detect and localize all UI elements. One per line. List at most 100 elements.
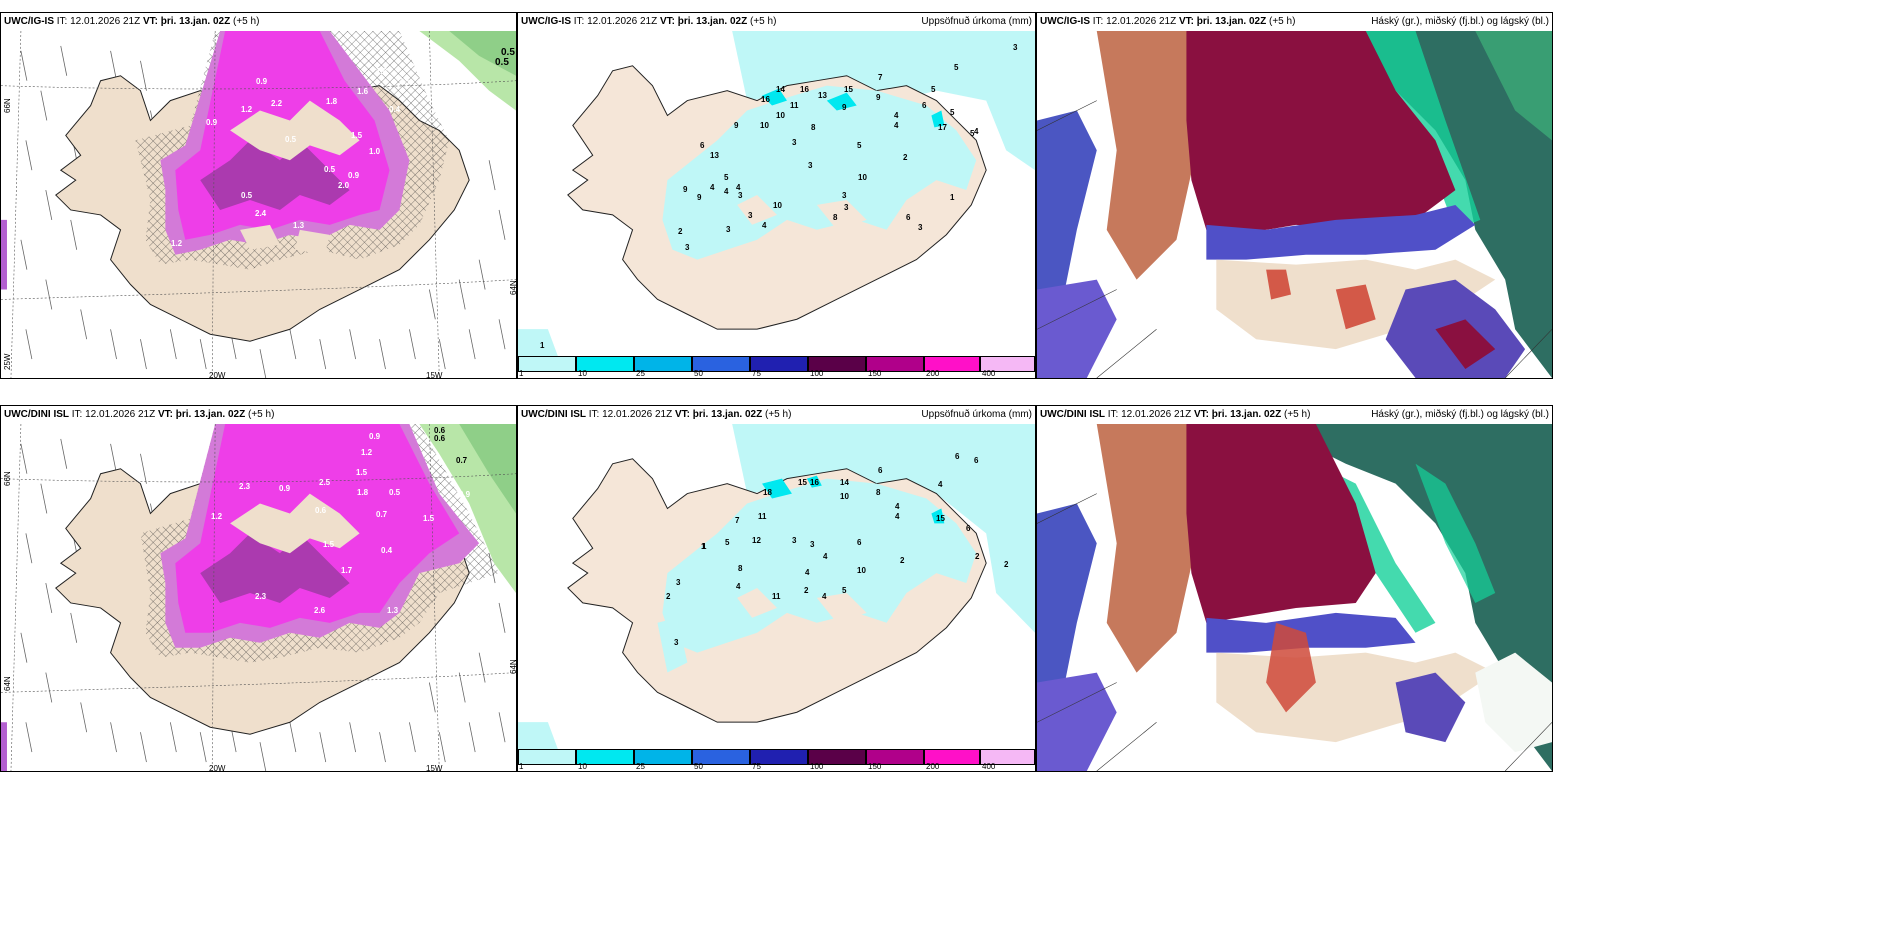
precip-value: 3 <box>792 536 797 545</box>
precip-value: 2 <box>666 592 671 601</box>
precip-value: 8 <box>738 564 743 573</box>
precip-value: 10 <box>760 121 769 130</box>
snow-value: 0.5 <box>389 488 401 497</box>
colorbar-tick: 10 <box>578 762 587 771</box>
precip-value: 3 <box>808 161 813 170</box>
snow-value: 1.2 <box>361 448 373 457</box>
precip-value: 10 <box>773 201 782 210</box>
precip-value: 4 <box>894 121 899 130</box>
precip-value: 4 <box>822 592 827 601</box>
precip-value: 11 <box>758 512 767 521</box>
precip-value: 6 <box>966 524 971 533</box>
precip-value: 7 <box>735 516 740 525</box>
snow-value: 0.9 <box>348 171 360 180</box>
colorbar-swatch <box>750 749 808 765</box>
colorbar-tick: 150 <box>868 762 882 771</box>
precip-value: 6 <box>974 456 979 465</box>
snow-value: 1.8 <box>376 67 388 76</box>
snow-value: 1.2 <box>171 239 183 248</box>
map-area <box>518 424 1035 749</box>
panel-clouds-top: UWC/IG-IS IT: 12.01.2026 21Z VT: þri. 13… <box>1036 12 1553 379</box>
colorbar: 1 10 25 50 75 100 150 200 400 <box>518 356 1035 378</box>
colorbar-swatch <box>576 749 634 765</box>
precip-value: 4 <box>974 127 979 136</box>
precip-value: 13 <box>710 151 719 160</box>
panel-precip-top: UWC/IG-IS IT: 12.01.2026 21Z VT: þri. 13… <box>517 12 1036 379</box>
init-time: IT: 12.01.2026 21Z <box>1092 16 1177 27</box>
precip-value: 3 <box>1013 43 1018 52</box>
precip-value: 9 <box>842 103 847 112</box>
precip-value: 1 <box>702 542 707 551</box>
lon-label-20w: 20W <box>209 371 226 379</box>
precip-value: 3 <box>726 225 731 234</box>
lon-label-25w: 25W <box>3 353 12 370</box>
valid-time: VT: þri. 13.jan. 02Z <box>1193 409 1282 420</box>
snow-value: 0.9 <box>279 484 291 493</box>
colorbar-swatch <box>692 356 750 372</box>
colorbar-swatch <box>576 356 634 372</box>
precip-value: 4 <box>823 552 828 561</box>
snow-value: 1.8 <box>357 488 369 497</box>
precip-value: 5 <box>970 129 975 138</box>
colorbar-swatch <box>924 749 980 765</box>
precip-value: 8 <box>876 488 881 497</box>
snow-value: 1.5 <box>423 514 435 523</box>
lead-time: (+5 h) <box>750 16 777 27</box>
colorbar-tick: 1 <box>519 369 524 378</box>
precip-value: 10 <box>858 173 867 182</box>
colorbar-swatch <box>692 749 750 765</box>
valid-time: VT: þri. 13.jan. 02Z <box>157 409 246 420</box>
precip-value: 4 <box>762 221 767 230</box>
snow-value: 0.7 <box>426 77 438 86</box>
precip-value: 10 <box>857 566 866 575</box>
precip-value: 10 <box>776 111 785 120</box>
snow-value: 2.4 <box>255 209 267 218</box>
precip-value: 11 <box>790 101 799 110</box>
snow-value: 0.6 <box>315 506 327 515</box>
map-area <box>1037 31 1552 378</box>
precip-value: 16 <box>810 478 819 487</box>
precip-value: 4 <box>894 111 899 120</box>
panel-wind-snow-top: UWC/IG-IS IT: 12.01.2026 21Z VT: þri. 13… <box>0 12 517 379</box>
precip-value: 1 <box>950 193 955 202</box>
panel-clouds-bottom: UWC/DINI ISL IT: 12.01.2026 21Z VT: þri.… <box>1036 405 1553 772</box>
lat-label-66n: 66N <box>3 98 12 113</box>
precip-value: 1 <box>540 341 545 350</box>
precip-value: 4 <box>805 568 810 577</box>
precip-value: 2 <box>1004 560 1009 569</box>
model-name: UWC/IG-IS <box>4 16 54 27</box>
precip-value: 8 <box>811 123 816 132</box>
lead-time: (+5 h) <box>765 409 792 420</box>
panel-header: UWC/DINI ISL IT: 12.01.2026 21Z VT: þri.… <box>518 406 1035 424</box>
precip-value: 6 <box>906 213 911 222</box>
precip-value: 2 <box>903 153 908 162</box>
colorbar-swatch <box>866 749 924 765</box>
precip-value: 6 <box>700 141 705 150</box>
lead-time: (+5 h) <box>233 16 260 27</box>
snow-value: 0.7 <box>456 456 468 465</box>
lead-time: (+5 h) <box>1269 16 1296 27</box>
snow-value: 1.0 <box>369 147 381 156</box>
model-name: UWC/DINI ISL <box>521 409 586 420</box>
precip-value: 15 <box>936 514 945 523</box>
init-time: IT: 12.01.2026 21Z <box>56 16 141 27</box>
panel-header: UWC/DINI ISL IT: 12.01.2026 21Z VT: þri.… <box>1037 406 1552 424</box>
lon-label-20w: 20W <box>209 764 226 772</box>
precip-value: 3 <box>918 223 923 232</box>
snow-value: 0.4 <box>389 105 401 114</box>
snow-value: 0.7 <box>376 510 388 519</box>
colorbar-tick: 75 <box>752 762 761 771</box>
map-area <box>518 31 1035 356</box>
colorbar-tick: 75 <box>752 369 761 378</box>
precip-value: 9 <box>876 93 881 102</box>
precip-value: 5 <box>842 586 847 595</box>
colorbar-swatch <box>924 356 980 372</box>
precip-value: 3 <box>810 540 815 549</box>
precip-value: 13 <box>818 91 827 100</box>
precip-value: 15 <box>844 85 853 94</box>
colorbar-tick: 200 <box>926 762 940 771</box>
precip-value: 5 <box>950 108 955 117</box>
snow-value: 0.9 <box>369 432 381 441</box>
valid-time: VT: þri. 13.jan. 02Z <box>674 409 763 420</box>
precip-value: 3 <box>674 638 679 647</box>
